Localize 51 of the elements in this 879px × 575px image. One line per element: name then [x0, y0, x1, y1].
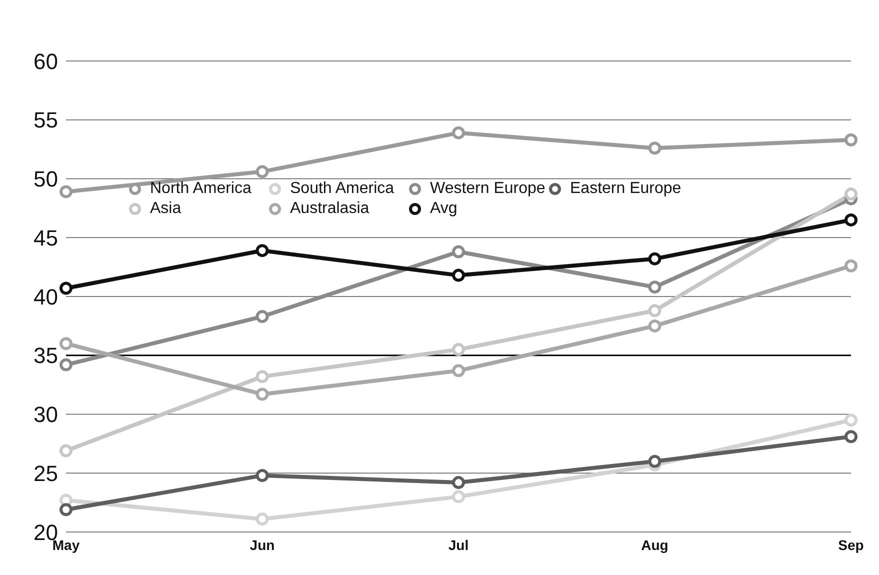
- point: [60, 503, 72, 516]
- legend-label: Australasia: [290, 200, 370, 218]
- point: [256, 165, 269, 178]
- point: [648, 280, 662, 294]
- point: [60, 358, 72, 372]
- x-tick-label: Aug: [641, 536, 668, 553]
- y-tick-label: 35: [34, 343, 58, 368]
- x-tick-label: Jun: [250, 536, 275, 553]
- legend-label: Avg: [430, 200, 458, 218]
- point: [256, 512, 269, 526]
- point: [60, 185, 72, 198]
- legend-label: Western Europe: [430, 180, 546, 198]
- point: [844, 430, 858, 444]
- x-tick-label: Jul: [448, 536, 469, 553]
- point: [648, 454, 662, 468]
- point: [844, 188, 858, 201]
- point: [256, 310, 269, 324]
- point: [452, 364, 465, 378]
- point: [60, 337, 72, 350]
- point: [256, 244, 269, 258]
- point: [844, 133, 858, 146]
- legend-label: Eastern Europe: [570, 180, 682, 198]
- y-tick-label: 40: [34, 284, 58, 310]
- point: [648, 304, 662, 318]
- point: [844, 259, 858, 272]
- y-tick-label: 30: [34, 402, 58, 428]
- point: [844, 213, 858, 226]
- legend-label: Asia: [150, 200, 182, 218]
- point: [452, 476, 465, 490]
- x-tick-label: Sep: [838, 536, 864, 553]
- legend-label: South America: [290, 180, 394, 198]
- point: [452, 342, 465, 356]
- point: [452, 245, 465, 258]
- y-tick-label: 60: [34, 48, 58, 74]
- point: [844, 414, 858, 427]
- point: [648, 252, 662, 266]
- point: [256, 468, 269, 482]
- point: [648, 142, 662, 155]
- point: [452, 490, 465, 504]
- point: [452, 126, 465, 140]
- point: [256, 388, 269, 401]
- y-tick-label: 45: [34, 225, 58, 250]
- legend-label: North America: [150, 180, 252, 198]
- point: [648, 319, 662, 332]
- point: [60, 444, 72, 458]
- point: [452, 268, 465, 282]
- y-tick-label: 55: [34, 108, 58, 133]
- y-tick-label: 50: [34, 166, 58, 192]
- point: [60, 282, 72, 295]
- y-tick-label: 25: [34, 460, 58, 486]
- point: [256, 370, 269, 384]
